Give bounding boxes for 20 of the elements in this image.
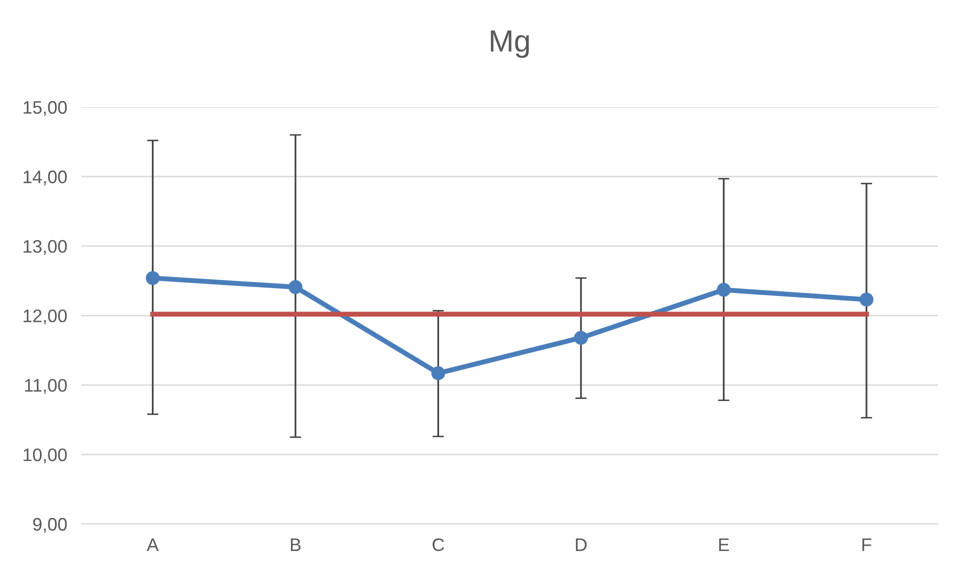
x-tick-label: D (576, 538, 587, 551)
y-tick-label: 11,00 (24, 378, 67, 394)
point (431, 366, 446, 380)
y-tick-label: 9,00 (33, 518, 67, 533)
y-tick-label: 12,00 (24, 309, 67, 324)
y-tick-label: 10,00 (24, 448, 67, 464)
chart-title: Mg (490, 30, 529, 58)
x-tick-label: C (432, 538, 444, 552)
point (716, 282, 731, 297)
x-tick-label: F (862, 538, 872, 551)
point (860, 292, 874, 307)
x-tick-label: B (290, 538, 301, 551)
y-tick-label: 14,00 (24, 170, 67, 186)
x-tick-label: A (146, 538, 159, 551)
point (288, 280, 302, 294)
y-tick-label: 13,00 (24, 240, 67, 255)
point (146, 271, 160, 285)
y-tick-label: 15,00 (24, 101, 67, 116)
point (574, 330, 588, 345)
x-tick-label: E (719, 538, 729, 551)
